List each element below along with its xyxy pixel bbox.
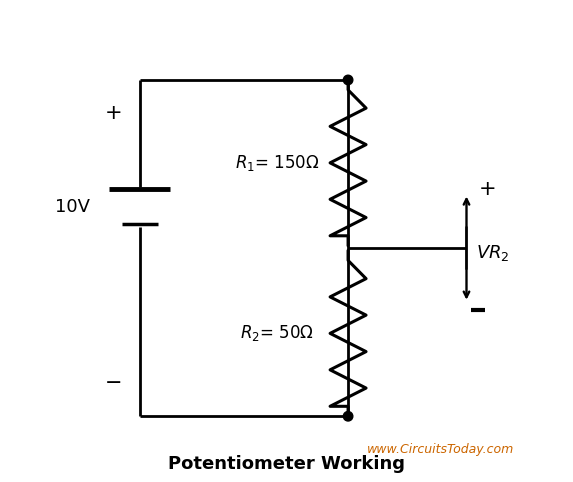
Text: +: + [105, 103, 123, 123]
Circle shape [343, 75, 353, 85]
Text: $R_1$= 150Ω: $R_1$= 150Ω [235, 153, 319, 173]
Text: 10V: 10V [55, 198, 90, 215]
Circle shape [343, 412, 353, 421]
Text: Potentiometer Working: Potentiometer Working [168, 455, 405, 473]
Text: $VR_2$: $VR_2$ [476, 243, 509, 263]
Text: www.CircuitsToday.com: www.CircuitsToday.com [367, 443, 514, 456]
Text: $R_2$= 50Ω: $R_2$= 50Ω [240, 323, 314, 343]
Text: −: − [105, 373, 123, 393]
Text: +: + [478, 179, 496, 199]
